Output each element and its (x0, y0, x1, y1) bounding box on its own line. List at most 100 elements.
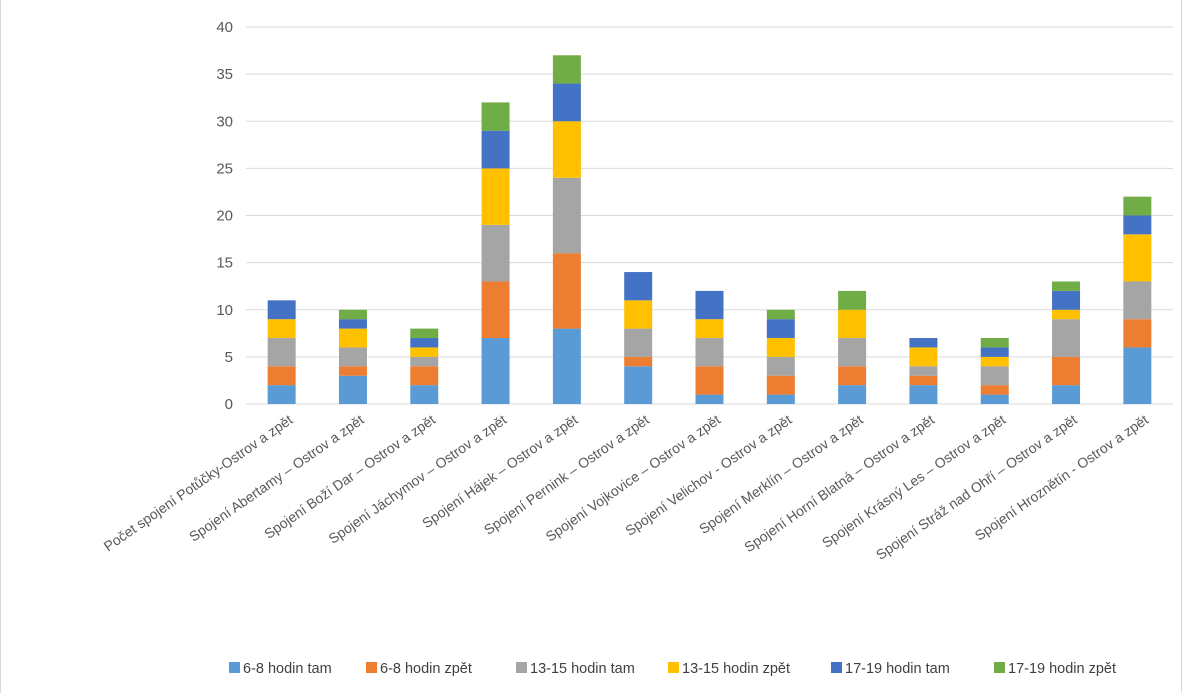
legend-label-6: 17-19 hodin zpět (1008, 661, 1116, 677)
legend-label-3: 13-15 hodin tam (530, 661, 635, 677)
legend-swatch-1 (229, 662, 240, 673)
bar-segment-5-1 (552, 328, 581, 404)
bar-segment-12-2 (1052, 356, 1081, 386)
bar-segment-2-6 (338, 309, 367, 320)
legend-swatch-5 (831, 662, 842, 673)
bar-segment-5-2 (552, 253, 581, 329)
bar-segment-6-5 (624, 272, 653, 301)
bar-segment-12-6 (1052, 281, 1081, 291)
bar-segment-11-4 (980, 356, 1009, 367)
bar-segment-5-3 (552, 177, 581, 254)
bar-segment-8-3 (766, 356, 795, 376)
bar-segment-11-5 (980, 347, 1009, 357)
bar-segment-11-3 (980, 366, 1009, 386)
bar-segment-2-1 (338, 375, 367, 404)
bar-segment-11-6 (980, 338, 1009, 348)
legend-label-4: 13-15 hodin zpět (682, 661, 790, 677)
bar-segment-3-6 (410, 328, 439, 339)
bar-segment-5-4 (552, 121, 581, 178)
legend: 6-8 hodin tam 6-8 hodin zpět 13-15 hodin t… (229, 661, 1116, 677)
y-tick-label: 5 (225, 349, 233, 366)
bar-segment-7-5 (695, 290, 724, 320)
bar-segment-12-3 (1052, 319, 1081, 357)
bar-segment-3-2 (410, 366, 439, 386)
bar-segment-3-4 (410, 347, 439, 357)
bar-segment-6-4 (624, 300, 653, 329)
bar-segment-9-1 (838, 385, 867, 404)
bar-segment-7-3 (695, 338, 724, 367)
legend-label-2: 6-8 hodin zpět (380, 661, 472, 677)
bar-segment-12-1 (1052, 385, 1081, 404)
gridlines (246, 26, 1173, 405)
bar-segment-4-1 (481, 338, 510, 404)
bar-segment-13-2 (1123, 319, 1152, 348)
bar-segment-5-6 (552, 55, 581, 84)
legend-label-1: 6-8 hodin tam (243, 661, 332, 677)
y-tick-label: 0 (225, 396, 233, 413)
bar-segment-2-3 (338, 347, 367, 367)
bar-segment-6-3 (624, 328, 653, 357)
bar-segment-12-5 (1052, 290, 1081, 310)
bar-segment-8-5 (766, 319, 795, 339)
bar-segment-13-5 (1123, 215, 1152, 235)
bar-segment-10-3 (909, 366, 938, 376)
bar-segment-6-2 (624, 356, 653, 367)
bar-segment-11-2 (980, 385, 1009, 395)
bar-segment-4-3 (481, 224, 510, 282)
bar-segment-10-1 (909, 385, 938, 404)
bar-segment-3-1 (410, 385, 439, 404)
bar-segment-8-1 (766, 394, 795, 404)
bar-segment-10-4 (909, 347, 938, 367)
legend-swatch-3 (516, 662, 527, 673)
bar-segment-1-5 (267, 300, 296, 320)
bar-segment-1-1 (267, 385, 296, 404)
bar-segment-13-6 (1123, 196, 1152, 216)
bar-segment-11-1 (980, 394, 1009, 404)
bar-segment-1-4 (267, 319, 296, 339)
x-axis-category-labels: Počet spojení Potůčky-Ostrov a zpětSpoje… (101, 411, 1151, 563)
bar-segment-9-6 (838, 290, 867, 310)
bar-segment-12-4 (1052, 309, 1081, 320)
y-tick-label: 30 (216, 113, 233, 130)
bar-segment-7-4 (695, 319, 724, 339)
bar-segment-8-6 (766, 309, 795, 320)
bar-segment-9-2 (838, 366, 867, 386)
bar-segment-2-4 (338, 328, 367, 348)
bar-segment-8-4 (766, 338, 795, 357)
y-tick-label: 35 (216, 66, 233, 83)
legend-label-5: 17-19 hodin tam (845, 661, 950, 677)
y-tick-label: 10 (216, 302, 233, 319)
bar-segment-2-2 (338, 366, 367, 376)
bar-segment-7-2 (695, 366, 724, 395)
bars (267, 55, 1152, 404)
y-axis-tick-labels: 0 5 10 15 20 25 30 35 40 (216, 19, 233, 413)
bar-segment-1-2 (267, 366, 296, 386)
bar-segment-9-4 (838, 309, 867, 339)
bar-segment-5-5 (552, 83, 581, 122)
bar-segment-13-4 (1123, 234, 1152, 282)
bar-segment-4-6 (481, 102, 510, 131)
bar-segment-6-1 (624, 366, 653, 404)
legend-swatch-2 (366, 662, 377, 673)
y-tick-label: 20 (216, 208, 233, 225)
bar-segment-3-5 (410, 338, 439, 348)
bar-segment-13-3 (1123, 281, 1152, 320)
bar-segment-10-5 (909, 338, 938, 348)
bar-segment-2-5 (338, 319, 367, 329)
bar-segment-8-2 (766, 375, 795, 395)
y-tick-label: 25 (216, 160, 233, 177)
bar-segment-13-1 (1123, 347, 1152, 404)
legend-swatch-6 (994, 662, 1005, 673)
legend-swatch-4 (668, 662, 679, 673)
bar-segment-4-4 (481, 168, 510, 225)
y-tick-label: 15 (216, 255, 233, 272)
bar-segment-10-2 (909, 375, 938, 386)
bar-segment-4-5 (481, 130, 510, 169)
bar-segment-4-2 (481, 281, 510, 339)
bar-segment-7-1 (695, 394, 724, 404)
bar-segment-1-3 (267, 338, 296, 367)
bar-segment-9-3 (838, 338, 867, 367)
bar-segment-3-3 (410, 356, 439, 367)
